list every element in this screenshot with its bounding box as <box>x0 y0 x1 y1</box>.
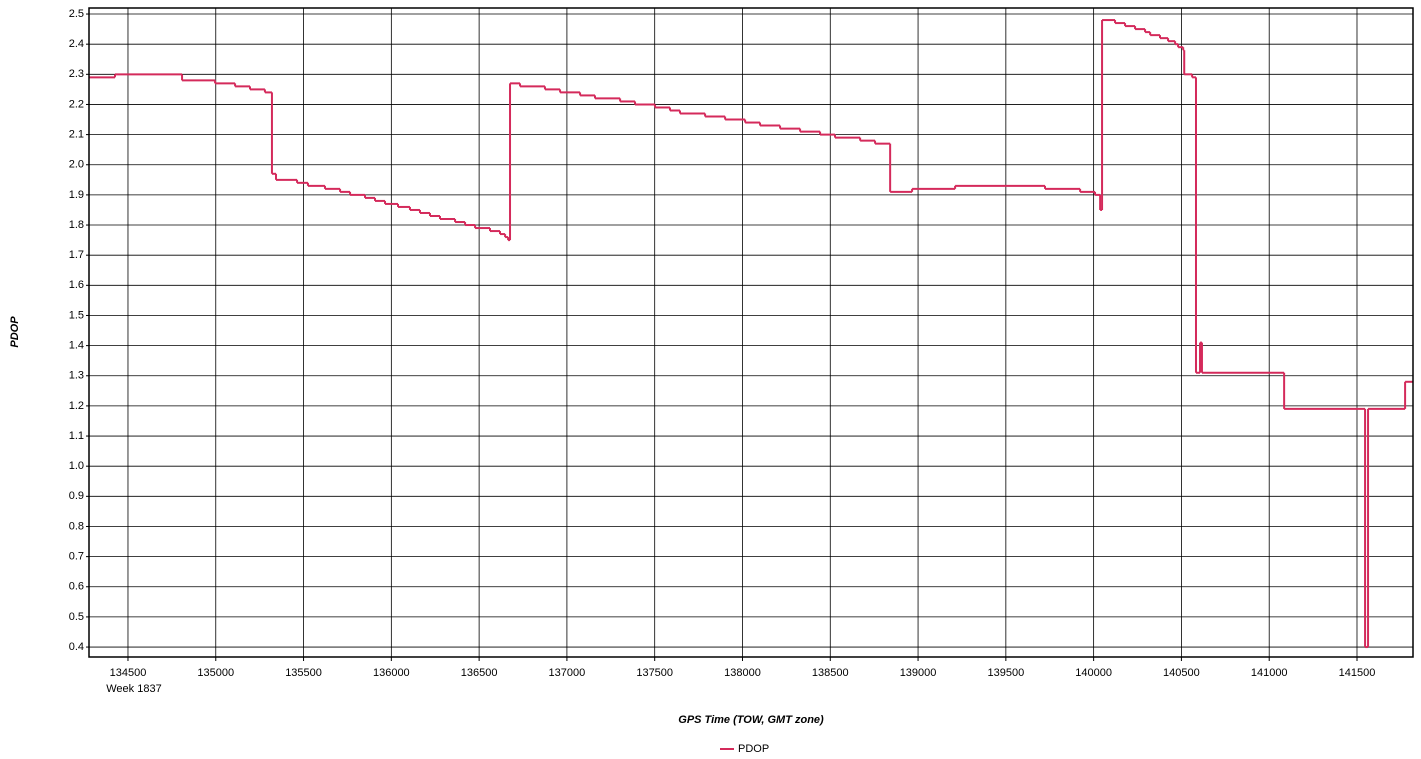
x-sublabel: Week 1837 <box>106 683 161 695</box>
x-tick-label: 137500 <box>636 667 673 679</box>
x-tick-label: 134500 <box>110 667 147 679</box>
y-axis-title: PDOP <box>9 316 21 348</box>
y-tick-label: 0.7 <box>69 551 84 563</box>
x-tick-label: 135000 <box>197 667 234 679</box>
x-tick-label: 139500 <box>987 667 1024 679</box>
y-tick-label: 1.7 <box>69 249 84 261</box>
x-tick-label: 136500 <box>461 667 498 679</box>
y-tick-label: 1.0 <box>69 460 84 472</box>
y-tick-label: 1.5 <box>69 309 84 321</box>
y-tick-label: 0.5 <box>69 611 84 623</box>
y-tick-label: 1.8 <box>69 219 84 231</box>
y-tick-label: 0.9 <box>69 490 84 502</box>
y-tick-label: 2.2 <box>69 98 84 110</box>
y-tick-label: 1.3 <box>69 370 84 382</box>
x-tick-label: 138000 <box>724 667 761 679</box>
y-tick-label: 2.0 <box>69 159 84 171</box>
y-tick-label: 2.4 <box>69 38 84 50</box>
y-tick-label: 0.4 <box>69 641 84 653</box>
plot-border <box>88 7 1414 658</box>
y-tick-label: 1.9 <box>69 189 84 201</box>
x-tick-label: 136000 <box>373 667 410 679</box>
y-tick-label: 2.1 <box>69 129 84 141</box>
plot-area <box>89 8 1413 657</box>
y-tick-label: 2.5 <box>69 8 84 20</box>
y-tick-label: 0.8 <box>69 520 84 532</box>
y-tick-label: 1.6 <box>69 279 84 291</box>
x-tick-label: 135500 <box>285 667 322 679</box>
y-tick-label: 0.6 <box>69 581 84 593</box>
x-tick-label: 139000 <box>900 667 937 679</box>
x-tick-label: 137000 <box>549 667 586 679</box>
y-tick-label: 1.1 <box>69 430 84 442</box>
x-tick-label: 140500 <box>1163 667 1200 679</box>
x-tick-label: 141500 <box>1339 667 1376 679</box>
x-tick-label: 140000 <box>1075 667 1112 679</box>
y-tick-label: 1.2 <box>69 400 84 412</box>
x-tick-label: 138500 <box>812 667 849 679</box>
x-tick-label: 141000 <box>1251 667 1288 679</box>
legend-label: PDOP <box>738 743 769 755</box>
y-tick-label: 2.3 <box>69 68 84 80</box>
x-axis-title: GPS Time (TOW, GMT zone) <box>678 714 824 726</box>
y-tick-label: 1.4 <box>69 340 84 352</box>
